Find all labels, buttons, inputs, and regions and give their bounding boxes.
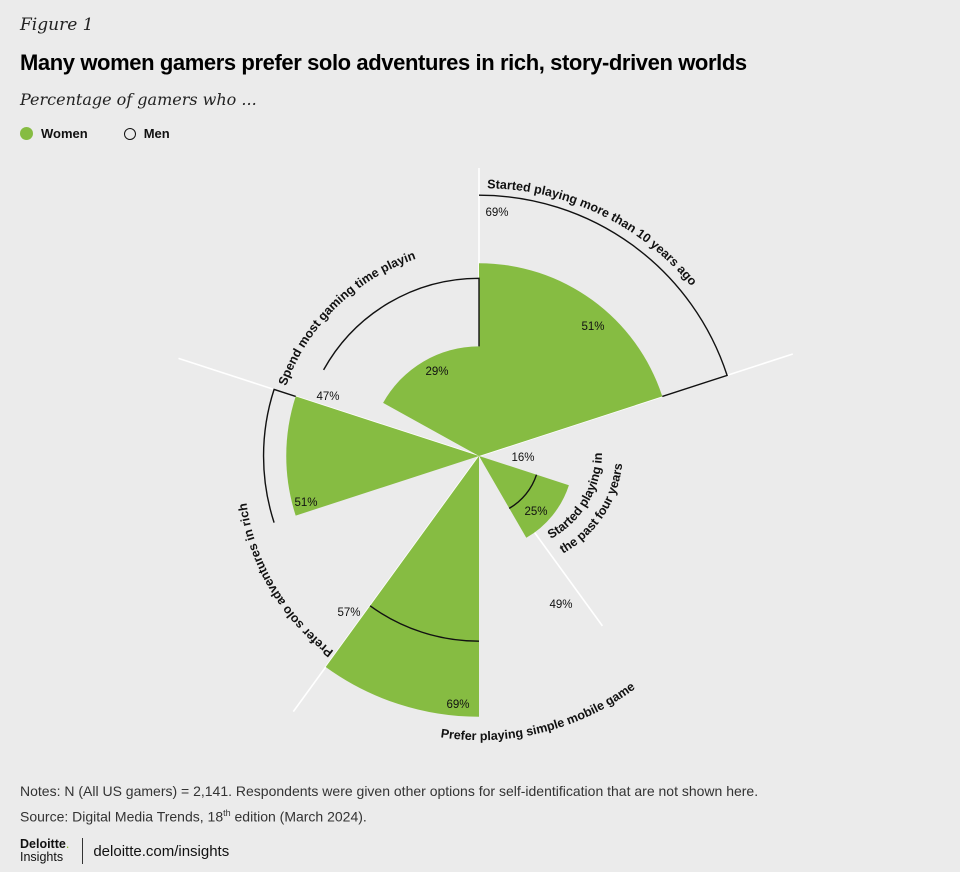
women-bar-3 — [286, 396, 479, 516]
legend: Women Men — [20, 126, 170, 141]
footer-divider — [82, 838, 84, 864]
men-value-3: 57% — [337, 607, 360, 619]
women-bar-2 — [325, 456, 479, 717]
value-labels: 51% 25% 69% 51% 29% 69% 16% 49% 57% 47% — [294, 207, 604, 711]
women-value-2: 69% — [446, 699, 469, 711]
legend-men-swatch — [123, 127, 136, 140]
men-outline-0 — [478, 194, 728, 398]
notes-line-2: Source: Digital Media Trends, 18th editi… — [20, 808, 367, 825]
divider-1 — [478, 353, 794, 457]
men-outline-1 — [508, 474, 538, 510]
notes-line-1: Notes: N (All US gamers) = 2,141. Respon… — [20, 783, 759, 799]
women-value-4: 29% — [425, 366, 448, 378]
women-value-0: 51% — [581, 321, 604, 333]
women-bar-4 — [383, 346, 479, 456]
men-outline-2 — [369, 605, 480, 642]
men-value-4: 47% — [316, 391, 339, 403]
category-label-3: Prefer solo adventures in rich story-dri… — [0, 0, 336, 660]
men-outlines — [262, 194, 728, 642]
notes: Notes: N (All US gamers) = 2,141. Respon… — [20, 780, 758, 828]
women-bar-0 — [479, 263, 663, 456]
chart-subtitle: Percentage of gamers who ... — [20, 90, 257, 109]
men-outline-4 — [322, 277, 480, 371]
footer-url[interactable]: deloitte.com/insights — [93, 842, 230, 860]
legend-item-women: Women — [20, 126, 88, 141]
legend-women-swatch — [20, 127, 33, 140]
men-value-2: 49% — [549, 599, 572, 611]
women-value-3: 51% — [294, 497, 317, 509]
women-value-1: 25% — [524, 506, 547, 518]
men-value-1: 16% — [511, 452, 534, 464]
women-bars — [286, 263, 663, 717]
men-outline-3 — [262, 388, 296, 523]
legend-item-men: Men — [123, 126, 170, 141]
legend-women-label: Women — [41, 126, 88, 141]
footer: Deloitte. Insights deloitte.com/insights — [20, 838, 229, 864]
figure-label: Figure 1 — [20, 15, 94, 35]
chart-title: Many women gamers prefer solo adventures… — [20, 50, 747, 75]
men-value-0: 69% — [485, 207, 508, 219]
legend-men-label: Men — [143, 126, 170, 141]
deloitte-insights-logo: Deloitte. Insights — [20, 837, 70, 864]
